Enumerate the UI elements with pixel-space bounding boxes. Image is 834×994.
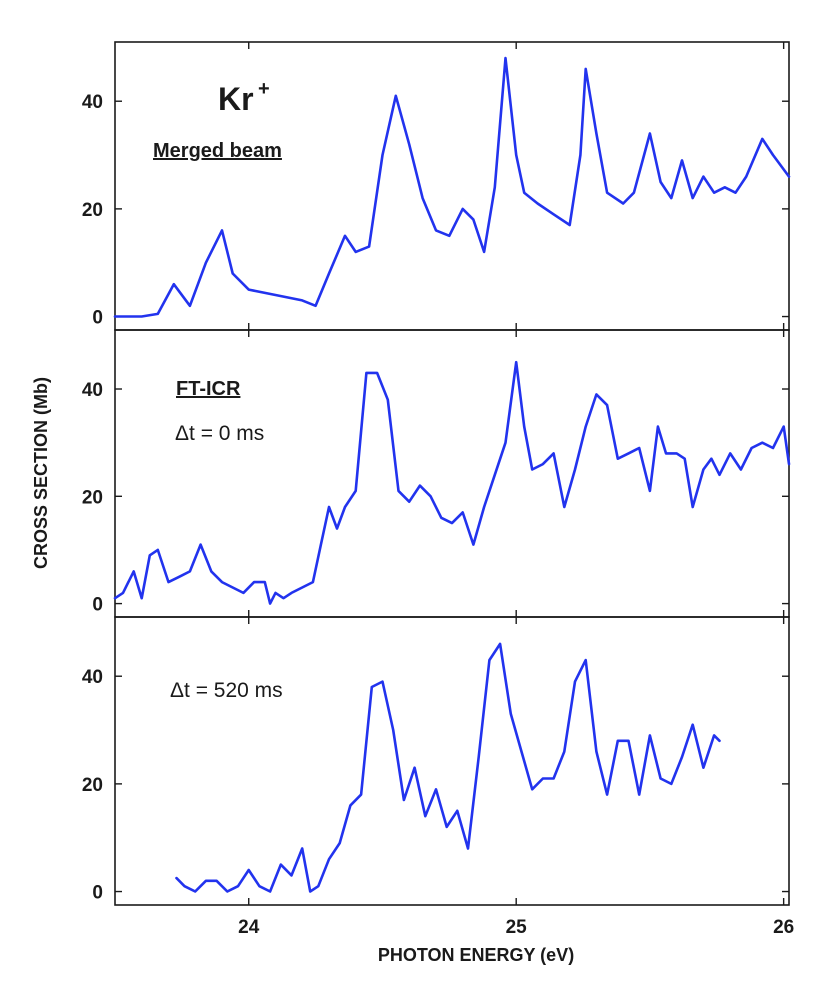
panel1-label: Merged beam — [153, 140, 282, 162]
panel-3-frame — [114, 616, 790, 906]
species-label: Kr — [218, 81, 254, 117]
panel-1-frame — [114, 41, 790, 331]
x-tick-label: 24 — [238, 917, 260, 938]
x-tick-label: 26 — [773, 917, 794, 938]
panel2-label: FT-ICR — [176, 378, 241, 400]
panel3-delay-label: Δt = 520 ms — [170, 679, 283, 702]
y-axis-title: CROSS SECTION (Mb) — [31, 377, 51, 569]
x-tick-label: 25 — [506, 917, 528, 938]
panel2-delay-label: Δt = 0 ms — [175, 422, 264, 445]
y-tick-label: 40 — [82, 380, 103, 401]
species-charge: + — [258, 78, 270, 100]
panel-2-series-line — [113, 360, 791, 605]
panel-1-series-line — [113, 56, 791, 318]
y-tick-label: 0 — [92, 883, 103, 904]
y-tick-label: 40 — [82, 667, 103, 688]
y-tick-label: 20 — [82, 775, 103, 796]
panel-3-series-line — [175, 642, 721, 893]
x-axis-title: PHOTON ENERGY (eV) — [378, 945, 574, 965]
y-tick-label: 40 — [82, 92, 103, 113]
y-tick-label: 20 — [82, 487, 103, 508]
y-tick-label: 0 — [92, 595, 103, 616]
y-tick-label: 20 — [82, 200, 103, 221]
y-tick-label: 0 — [92, 308, 103, 329]
